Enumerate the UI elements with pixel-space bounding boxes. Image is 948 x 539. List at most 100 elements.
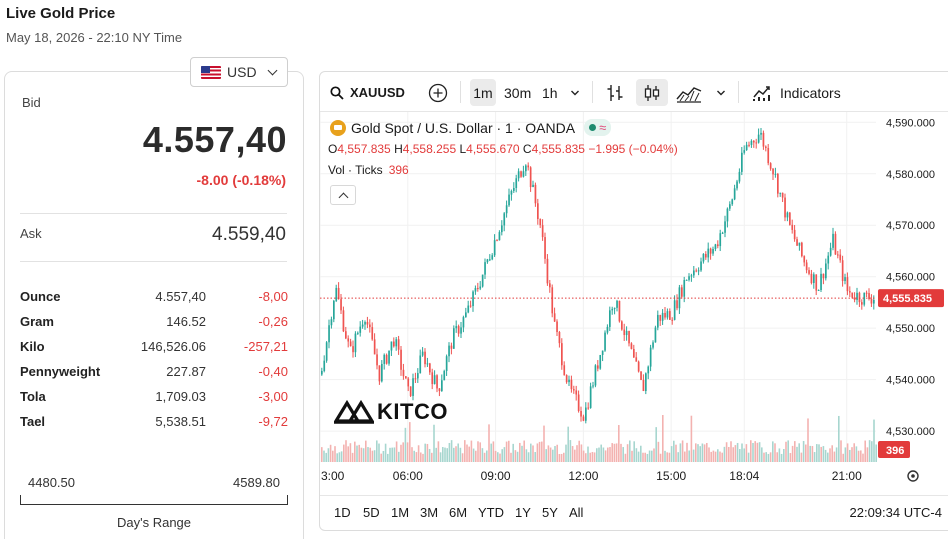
range-5d-button[interactable]: 5D [363, 505, 380, 520]
volume-bar [730, 441, 732, 462]
interval-1h[interactable]: 1h [542, 79, 558, 106]
price-candle [501, 225, 503, 233]
volume-bar [457, 443, 459, 462]
range-toolbar: 1D 5D 1M 3M 6M YTD 1Y 5Y All 22:09:34 UT… [320, 495, 948, 530]
price-candle [664, 312, 666, 318]
range-5y-button[interactable]: 5Y [542, 505, 558, 520]
range-3m-button[interactable]: 3M [420, 505, 439, 520]
price-candle [851, 292, 854, 298]
volume-bar [391, 447, 393, 462]
price-candle [805, 262, 808, 271]
volume-bar [492, 441, 495, 462]
interval-30m[interactable]: 30m [504, 79, 531, 106]
low-label: L [459, 142, 467, 156]
volume-bar [389, 447, 391, 462]
volume-bar [684, 451, 686, 462]
volume-bar [356, 445, 358, 462]
price-candle [621, 321, 623, 330]
unit-name: Ounce [20, 289, 61, 304]
price-candle [645, 373, 647, 392]
volume-bar [862, 453, 864, 462]
price-candle [450, 345, 453, 349]
price-candle [455, 326, 458, 329]
y-axis-tick-label: 4,550.000 [886, 323, 935, 335]
volume-bar [721, 452, 723, 462]
volume-bar [444, 447, 446, 462]
price-candle [551, 287, 554, 314]
price-candle [724, 221, 726, 233]
price-candle [585, 407, 587, 421]
volume-bar [675, 444, 677, 462]
price-candle [827, 255, 830, 264]
bar-chart-type-button[interactable] [606, 79, 624, 106]
volume-bar [842, 453, 844, 462]
price-candle [786, 212, 789, 218]
price-chart[interactable]: 4,590.000 4,580.000 4,570.000 4,560.000 4,55… [320, 112, 948, 495]
price-candle [741, 152, 743, 172]
interval-dropdown[interactable] [570, 79, 580, 106]
open-value: 4,557.835 [337, 142, 391, 156]
kitco-logo-icon [334, 399, 374, 424]
volume-bar [631, 450, 633, 462]
volume-bar [761, 447, 763, 462]
interval-1m[interactable]: 1m [470, 79, 496, 106]
collapse-legend-button[interactable] [330, 185, 356, 205]
price-candle [357, 332, 359, 334]
price-candle [849, 291, 851, 293]
divider [20, 261, 287, 262]
volume-bar [703, 444, 706, 462]
price-candle [820, 273, 822, 291]
price-candle [373, 339, 376, 355]
price-candle [757, 134, 760, 143]
unit-price: 4.557,40 [155, 289, 206, 304]
price-candle [731, 199, 734, 205]
volume-bar [851, 447, 853, 462]
volume-bar [406, 442, 409, 462]
volume-bar [532, 445, 534, 462]
volume-bar [525, 449, 528, 462]
range-1d-button[interactable]: 1D [334, 505, 351, 520]
volume-bar [818, 444, 820, 462]
compare-symbol-button[interactable] [428, 79, 448, 106]
volume-bar [380, 453, 382, 462]
range-all-button[interactable]: All [569, 505, 584, 520]
settings-gear-icon[interactable] [907, 470, 919, 482]
volume-bar [618, 425, 620, 462]
range-1y-button[interactable]: 1Y [515, 505, 531, 520]
area-chart-type-button[interactable] [676, 79, 702, 106]
volume-bar [646, 453, 649, 462]
price-candle [647, 366, 650, 374]
volume-bar [633, 441, 635, 462]
range-6m-button[interactable]: 6M [449, 505, 468, 520]
volume-bar [699, 446, 701, 462]
currency-select[interactable]: USD [190, 57, 288, 87]
price-candle [743, 150, 746, 153]
candles-chart-type-button[interactable] [636, 79, 668, 106]
price-candle [561, 343, 563, 366]
price-candle [601, 350, 604, 355]
price-candle [793, 229, 796, 240]
price-candle [616, 300, 618, 308]
y-axis-tick-label: 4,560.000 [886, 272, 935, 284]
volume-bar [433, 424, 435, 462]
price-candle [750, 140, 753, 145]
range-ytd-button[interactable]: YTD [478, 505, 504, 520]
volume-bar [596, 448, 598, 462]
indicators-button[interactable]: Indicators [752, 79, 841, 106]
volume-bar [701, 443, 704, 462]
days-range-bar [20, 495, 288, 505]
volume-bar [769, 452, 772, 462]
volume-bar [873, 419, 875, 462]
unit-row-kilo: Kilo 146,526.06 -257,21 [20, 337, 288, 362]
chart-type-dropdown[interactable] [716, 79, 726, 106]
price-candle [695, 270, 698, 272]
symbol-search[interactable]: XAUUSD [330, 79, 405, 106]
unit-price: 146.52 [166, 314, 206, 329]
days-range-high: 4589.80 [233, 475, 280, 490]
price-candle [366, 321, 369, 325]
volume-bar [521, 445, 523, 462]
y-axis-tick-label: 4,580.000 [886, 169, 935, 181]
volume-bar [743, 448, 745, 462]
kitco-watermark: KITCO [334, 399, 448, 425]
range-1m-button[interactable]: 1M [391, 505, 410, 520]
